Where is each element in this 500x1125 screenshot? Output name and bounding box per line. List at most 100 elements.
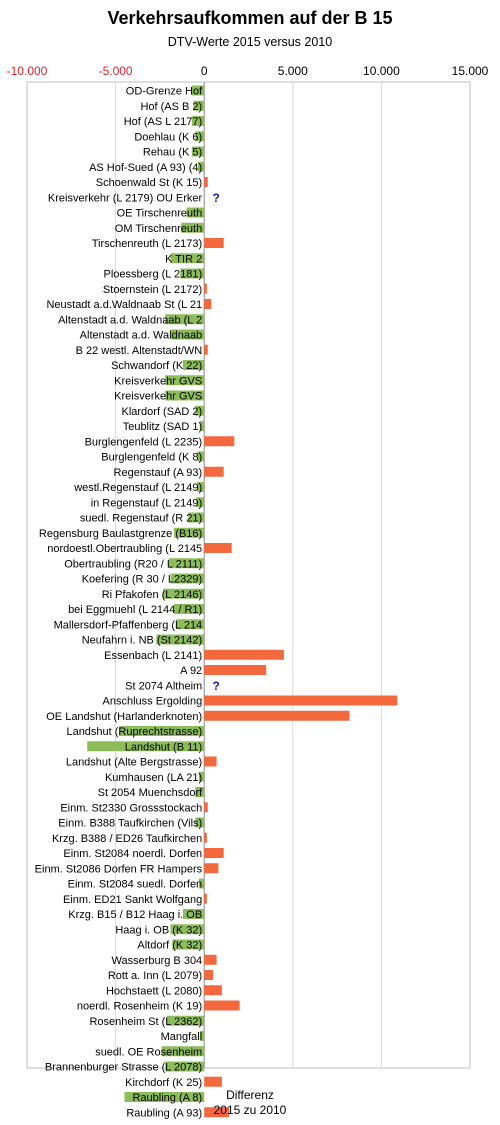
category-label: Landshut (Ruprechtstrasse) [66,726,202,738]
category-label: Kumhausen (LA 21) [105,772,202,784]
bar [198,771,205,782]
category-label: Landshut (B 11) [125,741,202,753]
bar [204,985,222,996]
category-label: Klardorf (SAD 2) [121,406,202,418]
category-label: K TIR 2 [165,253,202,265]
category-label: Einm. St2084 noerdl. Dorfen [63,848,202,860]
category-label: A 92 [180,665,202,677]
x-tick-label: 0 [201,64,208,78]
category-label: Raubling (A 93) [126,1107,202,1119]
bar [204,177,208,187]
category-label: Kirchdorf (K 25) [125,1077,202,1089]
bar [204,665,267,675]
category-label: Kreisverkehr GVS [114,391,202,403]
category-label: Rosenheim St (L 2362) [89,1016,202,1028]
bar [191,85,205,96]
category-label: Rott a. Inn (L 2079) [108,970,202,982]
bar [204,710,350,721]
category-label: OD-Grenze Hof [126,86,203,98]
bar [204,466,224,477]
bar [182,909,205,919]
x-tick-label: 5.000 [278,64,308,78]
category-label: AS Hof-Sued (A 93) (4) [89,162,202,174]
category-label: Raubling (A 8) [132,1092,202,1104]
category-label: Hof (AS L 2177) [124,116,202,128]
bar [199,1031,205,1041]
bar [161,1046,205,1057]
bar [191,116,205,126]
category-label: OM Tirschenreuth [115,223,202,235]
category-label: Schoenwald St (K 15) [96,177,202,189]
bar [124,1092,205,1102]
bar [163,588,205,599]
bar [204,695,398,706]
category-label: Kreisverkehr (L 2179) OU Erker [48,192,203,204]
bar [204,1076,222,1087]
category-label: noerdl. Rosenheim (K 19) [77,1001,202,1013]
bar [175,619,205,630]
bar [204,970,214,980]
bar [156,634,205,645]
category-label: Einm. St2086 Dorfen FR Hampers [35,863,203,875]
bar [170,329,205,340]
category-label: Obertraubling (R20 / L 2111) [64,558,202,570]
category-label: Mallersdorf-Pfaffenberg (L 214 [54,619,203,631]
bar [204,863,219,874]
bar [119,726,205,736]
bar [165,390,205,401]
category-label: B 22 westl. Altenstadt/WN [76,345,203,357]
bar [195,131,205,142]
chart-title: Verkehrsaufkommen auf der B 15 [107,8,393,28]
category-label: Ri Pfakofen (L 2146) [102,589,202,601]
bar [170,573,205,584]
category-label: in Regenstauf (L 2149) [91,497,203,509]
category-label: OE Tirschenreuth [117,208,203,220]
bar [168,558,205,569]
bar [204,299,212,309]
bar [181,222,205,233]
missing-value-marker: ? [213,679,220,693]
x-axis-label-line-1: Differenz [226,1088,274,1102]
category-label: Burglengenfeld (K 8) [101,452,202,464]
bar [204,283,207,294]
category-label: Doehlau (K 6) [134,131,202,143]
category-label: Neustadt a.d.Waldnaab St (L 21 [46,299,202,311]
category-label: Krzg. B388 / ED26 Taufkirchen [52,833,202,845]
category-label: Rehau (K 5) [143,147,202,159]
category-label: Regensburg Baulastgrenze (B16) [39,528,202,540]
category-label: Mangfall [161,1031,203,1043]
bar [188,512,205,523]
category-label: Hochstaett (L 2080) [106,985,202,997]
category-label: St 2054 Muenchsdorf [98,787,204,799]
bar [204,436,235,447]
bar [204,649,284,660]
bar [197,451,205,462]
bar [180,268,205,279]
bar [166,1015,205,1026]
bar [165,314,205,325]
bar [196,497,205,508]
bar [204,848,224,858]
bar [170,924,205,935]
category-label: Haag i. OB (K 32) [115,924,202,936]
bar [195,787,205,797]
category-label: Landshut (Alte Bergstrasse) [66,757,202,769]
category-label: Einm. B388 Taufkirchen (Vils) [58,818,202,830]
bar [165,375,205,386]
bar [182,360,205,370]
bar [195,405,205,416]
category-label: Brannenburger Strasse (L 2078) [45,1062,202,1074]
category-label: Tirschenreuth (L 2173) [92,238,202,250]
category-label: Anschluss Ergolding [103,696,203,708]
category-label: Teublitz (SAD 1) [123,421,202,433]
bar [191,146,205,157]
category-label: Krzg. B15 / B12 Haag i. OB [68,909,202,921]
category-label: Schwandorf (K 22) [111,360,202,372]
category-label: Stoernstein (L 2172) [103,284,202,296]
category-label: suedl. OE Rosenheim [95,1046,202,1058]
category-label: Kreisverkehr GVS [114,375,202,387]
bar [170,253,205,264]
category-label: OE Landshut (Harlanderknoten) [46,711,202,723]
x-tick-label: 15.000 [452,64,489,78]
